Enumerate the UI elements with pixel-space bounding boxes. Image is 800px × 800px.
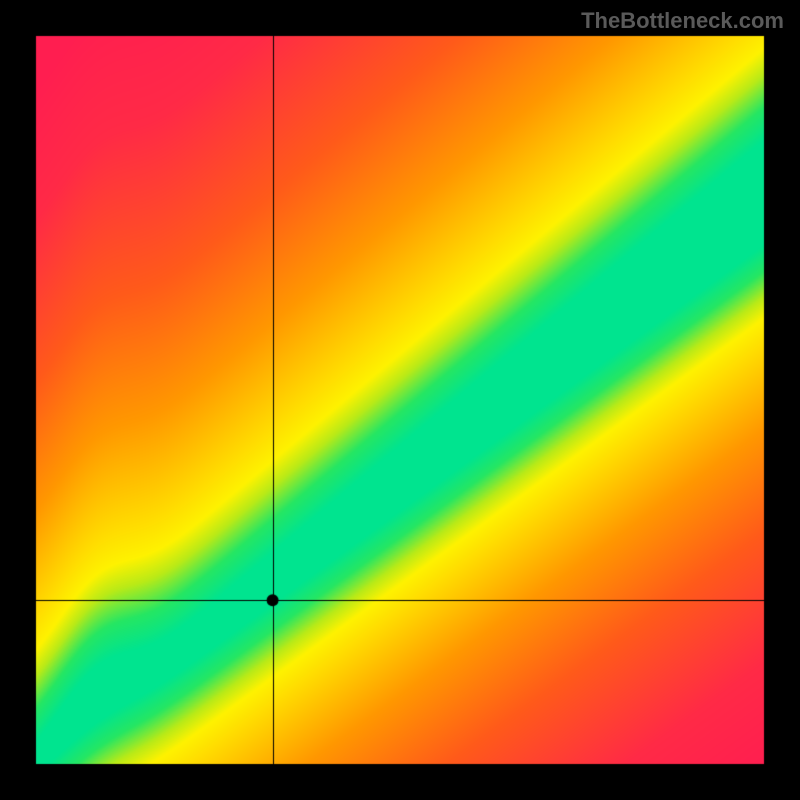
watermark-text: TheBottleneck.com: [581, 8, 784, 34]
bottleneck-heatmap: [0, 0, 800, 800]
